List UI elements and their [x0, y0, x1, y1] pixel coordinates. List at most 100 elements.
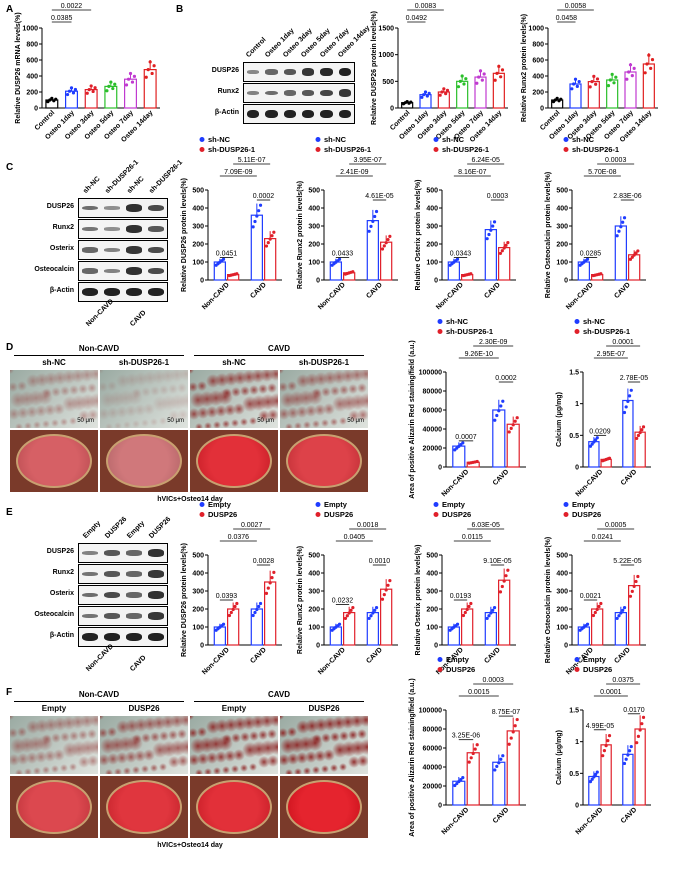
- blot-band: [126, 204, 142, 212]
- y-tick-label: 200: [192, 607, 204, 614]
- data-point: [515, 717, 519, 722]
- legend-label: Empty: [442, 500, 466, 509]
- p-value: 0.0385: [51, 15, 73, 22]
- scale-bar: 50 μm: [77, 418, 94, 424]
- data-point: [251, 613, 255, 618]
- data-point: [573, 77, 578, 81]
- scale-bar: 50 μm: [347, 418, 364, 424]
- legend-marker: [437, 657, 443, 662]
- image-caption: hVICs+Osteo14 day: [157, 496, 223, 503]
- data-point: [258, 203, 263, 207]
- data-point: [621, 220, 625, 224]
- data-point: [485, 616, 489, 621]
- y-axis-label: Relative Runx2 protein levels(%): [297, 181, 304, 289]
- band-label: DUSP26: [46, 203, 74, 210]
- data-point: [482, 72, 486, 76]
- y-tick-label: 100: [556, 260, 568, 267]
- p-value: 0.0018: [357, 522, 379, 529]
- data-point: [509, 426, 513, 430]
- y-tick-label: 1000: [528, 26, 544, 33]
- chart-e4: 0 100 200 300 400 500 Relative Osteocalcin pro…: [545, 500, 646, 676]
- y-tick-label: 100000: [419, 370, 442, 377]
- data-point: [455, 622, 460, 626]
- blot-band: [338, 109, 351, 119]
- legend-marker: [563, 512, 569, 517]
- culture-well: [280, 430, 368, 492]
- data-point: [233, 604, 237, 609]
- data-point: [487, 232, 491, 237]
- data-point: [650, 58, 655, 62]
- bar: [250, 214, 263, 281]
- data-point: [628, 257, 633, 261]
- p-value: 5.11E-07: [238, 157, 266, 164]
- data-point: [270, 575, 274, 580]
- p-value: 0.0375: [612, 677, 634, 684]
- y-axis-label: Relative Runx2 protein levels(%): [297, 546, 304, 654]
- legend-label: sh-NC: [442, 135, 465, 144]
- y-tick-label: 40000: [423, 765, 443, 772]
- data-point: [599, 601, 603, 606]
- blot-band: [302, 90, 315, 96]
- data-point: [469, 756, 473, 760]
- blot-band: [104, 571, 120, 577]
- data-point: [645, 62, 649, 66]
- y-tick-label: 1: [575, 739, 579, 746]
- data-point: [595, 607, 599, 612]
- data-point: [647, 53, 651, 57]
- data-point: [409, 100, 413, 104]
- x-tick-label: Non-CAVD: [565, 281, 595, 311]
- p-value: 0.0007: [455, 434, 477, 441]
- y-tick-label: 200: [26, 90, 38, 97]
- p-value: 0.0241: [592, 534, 614, 541]
- band-label: β-Actin: [49, 287, 74, 294]
- bar: [492, 72, 505, 109]
- data-point: [507, 742, 511, 746]
- y-tick-label: 600: [532, 58, 544, 65]
- y-tick-label: 800: [532, 42, 544, 49]
- image-group-label: Non-CAVD: [78, 690, 120, 699]
- y-tick-label: 60000: [423, 746, 443, 753]
- y-tick-label: 200: [192, 242, 204, 249]
- x-tick-label: CAVD: [492, 806, 511, 825]
- y-tick-label: 0: [564, 643, 568, 650]
- data-point: [453, 783, 457, 788]
- y-tick-label: 0: [540, 106, 544, 113]
- legend-marker: [199, 137, 205, 142]
- well-stain: [196, 780, 272, 834]
- data-point: [607, 734, 612, 738]
- blot-band: [283, 90, 296, 96]
- well-stain: [16, 780, 92, 834]
- data-point: [475, 81, 479, 85]
- band-label: Runx2: [52, 569, 74, 576]
- blot-band: [148, 246, 164, 254]
- blot-band: [148, 591, 164, 599]
- y-tick-label: 0: [316, 643, 320, 650]
- legend-marker: [437, 329, 443, 334]
- y-tick-label: 20000: [423, 784, 443, 791]
- data-point: [592, 74, 596, 78]
- data-point: [638, 728, 642, 732]
- data-point: [636, 249, 640, 253]
- legend-label: DUSP26: [208, 510, 237, 519]
- legend-marker: [574, 657, 580, 662]
- data-point: [593, 772, 598, 777]
- data-point: [384, 588, 388, 592]
- chart-f2: 0 0.5 1 1.5 Calcium (μg/mg) Non-CAVD CAVD Empty…: [556, 655, 651, 836]
- y-tick-label: 0: [390, 106, 394, 113]
- x-tick-label: CAVD: [365, 646, 384, 665]
- micrograph: [100, 716, 188, 774]
- bar: [498, 579, 511, 646]
- legend-marker: [433, 147, 439, 152]
- x-tick-label: CAVD: [620, 468, 639, 487]
- data-point: [124, 83, 129, 87]
- y-tick-label: 500: [308, 188, 320, 195]
- image-group-label: CAVD: [267, 690, 291, 699]
- blot-band: [104, 206, 120, 210]
- legend-marker: [574, 667, 580, 672]
- data-point: [594, 82, 598, 86]
- data-point: [471, 751, 475, 756]
- data-point: [105, 89, 109, 93]
- legend-label: sh-DUSP26-1: [442, 145, 489, 154]
- data-point: [634, 579, 638, 584]
- data-point: [113, 82, 117, 86]
